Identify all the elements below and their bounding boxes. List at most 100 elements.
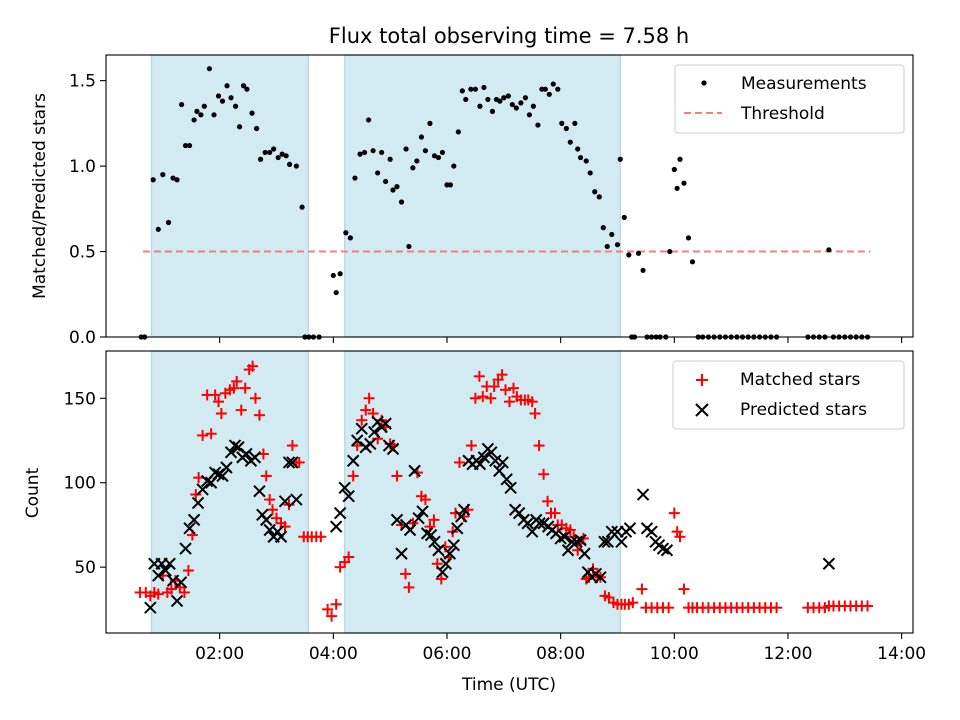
measurement-point — [343, 230, 349, 236]
legend-measurements-marker — [701, 80, 707, 86]
predicted-marker-b — [290, 493, 303, 506]
predicted-star-point — [521, 517, 534, 530]
predicted-star-point — [355, 422, 368, 435]
predicted-star-point — [451, 522, 464, 535]
predicted-star-point — [282, 456, 296, 469]
measurement-point — [228, 95, 234, 101]
shaded-interval-1 — [150, 54, 309, 338]
measurement-point — [567, 139, 573, 145]
predicted-marker-b — [439, 557, 453, 570]
predicted-marker-b — [260, 513, 273, 527]
matched-star-point — [152, 588, 164, 600]
matched-star-point — [257, 448, 269, 460]
predicted-marker-b — [240, 447, 253, 461]
predicted-star-point — [163, 557, 176, 570]
predicted-marker-b — [152, 569, 165, 582]
predicted-marker-b — [432, 544, 445, 557]
measurement-point — [293, 163, 299, 169]
measurement-point — [155, 226, 161, 232]
predicted-marker-b — [594, 571, 607, 584]
predicted-marker-b — [570, 535, 583, 549]
measurement-point — [671, 166, 677, 173]
predicted-marker-b — [500, 473, 513, 486]
measurement-point — [497, 98, 503, 104]
matched-star-point — [465, 440, 477, 452]
predicted-star-point — [183, 522, 196, 535]
predicted-marker-b — [578, 547, 591, 560]
predicted-marker-b — [605, 525, 619, 538]
matched-star-point — [235, 404, 247, 416]
predicted-star-point — [496, 456, 509, 469]
matched-star-point — [428, 514, 440, 526]
matched-star-point — [249, 392, 261, 404]
predicted-star-point — [408, 464, 421, 478]
predicted-marker-b — [379, 417, 392, 430]
matched-star-point — [215, 407, 227, 419]
matched-star-point — [326, 610, 338, 622]
predicted-star-point — [477, 451, 491, 464]
predicted-star-point — [656, 542, 670, 555]
measurement-point — [685, 235, 692, 241]
measurement-point — [240, 83, 247, 89]
predicted-marker-b — [196, 483, 209, 496]
predicted-marker-b — [558, 530, 571, 543]
measurement-point — [418, 134, 425, 140]
measurement-point — [206, 66, 213, 72]
measurement-point — [546, 91, 552, 97]
measurement-point — [249, 110, 255, 116]
measurement-point — [347, 235, 353, 241]
predicted-marker-b — [424, 528, 438, 542]
measurement-point — [357, 151, 363, 157]
predicted-star-point — [290, 493, 303, 506]
measurement-point — [459, 88, 465, 94]
matched-star-point — [343, 551, 355, 563]
predicted-star-point — [286, 456, 299, 469]
measurement-point — [468, 86, 474, 92]
legend-predicted-marker — [695, 403, 709, 417]
predicted-marker-b — [496, 456, 509, 469]
predicted-marker-b — [368, 425, 381, 439]
measurement-point — [150, 177, 156, 183]
predicted-star-point — [660, 544, 674, 557]
predicted-star-point — [412, 511, 425, 525]
measurement-point — [201, 103, 207, 109]
predicted-marker-b — [601, 535, 615, 549]
predicted-star-point — [228, 439, 242, 452]
matched-star-point — [347, 470, 359, 482]
predicted-star-point — [598, 535, 611, 549]
predicted-star-point — [436, 566, 449, 579]
predicted-marker-b — [822, 557, 836, 570]
predicted-star-point — [179, 542, 192, 555]
bottom-xtick-label: 04:00 — [309, 644, 358, 664]
matched-star-point — [360, 404, 372, 416]
matched-star-point — [674, 531, 686, 543]
matched-star-point — [182, 565, 194, 577]
measurement-point — [826, 247, 832, 253]
measurement-point — [596, 194, 602, 200]
figure-title: Flux total observing time = 7.58 h — [329, 24, 689, 48]
matched-star-point — [293, 456, 305, 468]
predicted-marker-b — [253, 484, 266, 498]
measurement-point — [485, 96, 491, 103]
measurement-point — [667, 248, 673, 255]
measurement-point — [640, 267, 646, 273]
measurement-point — [236, 124, 243, 130]
predicted-star-point — [454, 510, 468, 523]
measurement-point — [505, 93, 511, 99]
measurement-point — [583, 158, 589, 164]
measurement-point — [681, 180, 687, 186]
predicted-marker-b — [636, 488, 650, 501]
predicted-star-point — [615, 535, 628, 549]
top-legend-box — [674, 64, 905, 134]
measurement-point — [617, 156, 623, 162]
matched-star-point — [322, 603, 334, 615]
predicted-star-point — [636, 488, 650, 501]
measurement-point — [330, 272, 336, 279]
measurement-point — [635, 250, 642, 256]
measurement-point — [403, 146, 409, 152]
matched-star-point — [435, 573, 447, 585]
predicted-star-point — [533, 517, 546, 530]
measurement-point — [211, 112, 217, 118]
measurement-point — [286, 161, 293, 167]
measurement-point — [337, 271, 343, 277]
